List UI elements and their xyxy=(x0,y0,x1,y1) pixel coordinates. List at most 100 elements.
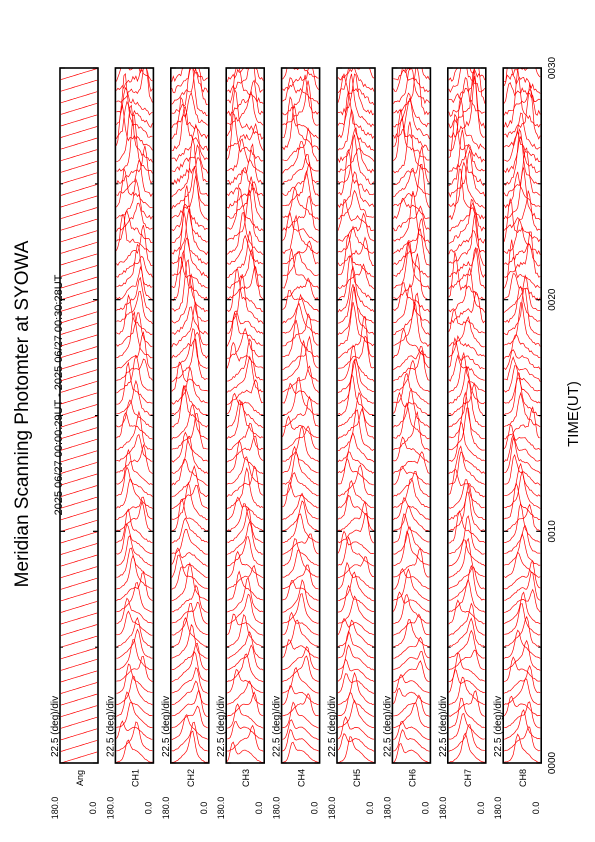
trace-ch4-36 xyxy=(282,319,319,358)
y-bottom-label: 0.0 xyxy=(531,802,541,815)
trace-ch6-28 xyxy=(393,411,430,451)
trace-ch6-50 xyxy=(393,167,430,197)
trace-ch2-12 xyxy=(171,602,208,636)
trace-ch2-47 xyxy=(171,203,208,232)
trace-ch5-13 xyxy=(337,595,375,624)
trace-ch1-45 xyxy=(116,214,153,253)
trace-ch5-40 xyxy=(337,265,375,313)
trace-ch8-16 xyxy=(504,560,541,590)
trace-ch3-25 xyxy=(227,456,264,486)
trace-ch2-56 xyxy=(171,91,209,129)
trace-ch1-56 xyxy=(116,73,153,128)
trace-ch8-25 xyxy=(504,453,541,486)
trace-ang-19 xyxy=(60,543,98,555)
trace-ch2-23 xyxy=(171,484,209,509)
trace-ch4-42 xyxy=(282,248,319,289)
trace-ch6-37 xyxy=(393,301,430,348)
trace-ch8-8 xyxy=(504,656,541,683)
trace-ch6-12 xyxy=(393,613,430,636)
trace-ch8-44 xyxy=(503,242,541,267)
trace-ch2-27 xyxy=(171,431,209,463)
trace-ch5-57 xyxy=(338,73,375,116)
trace-ch8-30 xyxy=(504,391,541,428)
trace-ch1-39 xyxy=(116,290,153,324)
trace-ch7-10 xyxy=(448,629,485,659)
scale-label: 22.5 (deg)/div xyxy=(438,696,449,757)
trace-ch1-49 xyxy=(116,167,153,209)
trace-ch4-57 xyxy=(282,74,319,116)
trace-ch1-34 xyxy=(116,358,153,381)
trace-ch8-28 xyxy=(503,424,541,450)
trace-ch2-33 xyxy=(171,361,208,392)
trace-ch4-2 xyxy=(282,729,319,752)
trace-ch8-35 xyxy=(503,349,541,371)
trace-ch6-31 xyxy=(393,391,430,416)
trace-ch3-21 xyxy=(227,503,264,532)
trace-ch1-5 xyxy=(116,691,153,717)
panel-ch5: 22.5 (deg)/div 180.0 0.0 CH5 xyxy=(327,67,376,819)
trace-ch1-8 xyxy=(116,655,153,682)
trace-ch7-43 xyxy=(448,248,486,278)
trace-ch2-26 xyxy=(171,435,209,474)
trace-ch5-59 xyxy=(337,67,375,93)
trace-ch4-43 xyxy=(282,251,319,277)
trace-ch4-52 xyxy=(282,141,319,174)
trace-ang-31 xyxy=(60,404,98,416)
trace-ch6-26 xyxy=(393,451,430,474)
trace-ch6-42 xyxy=(393,241,430,290)
panel-frame xyxy=(59,67,99,764)
trace-ch5-23 xyxy=(337,479,375,509)
x-axis-label: TIME(UT) xyxy=(565,381,582,447)
trace-ch2-41 xyxy=(171,249,209,302)
trace-ch4-9 xyxy=(282,645,319,671)
trace-ch8-38 xyxy=(503,288,541,336)
trace-ch6-48 xyxy=(393,197,430,220)
trace-ch4-23 xyxy=(282,481,319,509)
trace-ch2-2 xyxy=(171,721,208,752)
trace-ch8-53 xyxy=(504,130,541,162)
x-tick-label: 0030 xyxy=(547,56,558,79)
trace-ch2-4 xyxy=(171,705,208,729)
trace-ch7-52 xyxy=(448,143,485,172)
channel-label: Ang xyxy=(75,770,85,786)
trace-ch5-30 xyxy=(337,391,375,428)
trace-ch7-47 xyxy=(448,202,486,232)
panel-frame xyxy=(225,67,265,764)
trace-ch6-3 xyxy=(393,720,430,740)
trace-ch6-51 xyxy=(393,146,430,186)
trace-ch4-55 xyxy=(282,96,319,139)
trace-ch4-47 xyxy=(282,195,319,231)
trace-ch1-22 xyxy=(116,496,153,521)
trace-ch8-29 xyxy=(504,406,541,440)
trace-ch2-5 xyxy=(171,689,208,717)
trace-ch8-1 xyxy=(504,733,541,763)
trace-ang-2 xyxy=(60,740,98,752)
trace-ang-13 xyxy=(60,612,98,625)
trace-ch7-54 xyxy=(448,97,486,152)
scale-label: 22.5 (deg)/div xyxy=(105,696,116,757)
trace-ch2-35 xyxy=(171,327,208,369)
trace-ch2-42 xyxy=(171,256,208,289)
trace-ch3-55 xyxy=(226,88,264,140)
trace-ch3-26 xyxy=(227,439,264,475)
trace-ch2-18 xyxy=(171,547,208,567)
trace-ch2-53 xyxy=(171,123,209,162)
y-bottom-label: 0.0 xyxy=(254,802,264,815)
trace-ch5-47 xyxy=(337,199,375,231)
trace-ch1-15 xyxy=(116,571,153,602)
trace-ang-51 xyxy=(60,172,98,185)
trace-ch6-56 xyxy=(393,92,430,128)
trace-ch2-22 xyxy=(171,481,208,521)
trace-ang-11 xyxy=(60,635,98,648)
trace-ch8-24 xyxy=(504,462,541,497)
trace-ch1-4 xyxy=(116,701,153,728)
trace-ch5-35 xyxy=(337,335,375,369)
trace-ch8-12 xyxy=(504,603,541,636)
trace-ch2-7 xyxy=(171,667,208,694)
trace-ch4-21 xyxy=(282,500,319,532)
channel-label: CH1 xyxy=(130,769,140,787)
trace-ch2-43 xyxy=(171,237,209,278)
trace-ch5-56 xyxy=(337,73,375,128)
trace-ang-56 xyxy=(60,114,98,127)
